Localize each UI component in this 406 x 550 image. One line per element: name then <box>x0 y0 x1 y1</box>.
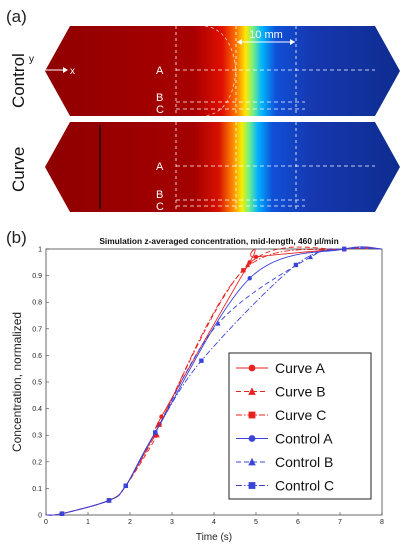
data-point <box>247 260 252 265</box>
panel-b-label: (b) <box>6 228 27 247</box>
legend-marker <box>248 364 256 372</box>
data-point <box>215 320 221 326</box>
section-markers <box>175 26 297 212</box>
y-axis: 0 0.1 0.2 0.3 0.4 0.5 0.6 0.7 0.8 0.9 1 <box>32 247 49 520</box>
curve-line-a: A <box>156 161 164 173</box>
y-tick-label: 0.3 <box>32 433 42 440</box>
data-point <box>106 498 112 503</box>
legend-marker <box>248 435 256 442</box>
y-tick-label: 0.5 <box>32 380 42 387</box>
legend-item: Curve C <box>236 407 326 423</box>
y-tick-label: 0.7 <box>32 326 42 333</box>
legend-marker <box>248 482 256 489</box>
series-layer <box>45 246 383 516</box>
series-line <box>45 247 383 516</box>
curve-channel <box>45 122 400 212</box>
legend-marker <box>248 457 256 466</box>
line-markers <box>176 69 375 207</box>
legend-marker <box>248 411 256 419</box>
y-tick-label: 0.1 <box>32 486 42 493</box>
curve-line-c: C <box>156 201 164 213</box>
legend-item: Control B <box>236 454 333 470</box>
legend-label: Control A <box>275 431 333 447</box>
panel-a-label: (a) <box>6 7 27 26</box>
chart-title: Simulation z-averaged concentration, mid… <box>99 236 338 246</box>
x-axis: 0 1 2 3 4 5 6 7 8 <box>44 512 384 526</box>
legend-item: Curve A <box>236 360 325 376</box>
y-tick-label: 0.8 <box>32 300 42 307</box>
x-axis-label: Time (s) <box>196 532 232 543</box>
x-tick-label: 3 <box>170 519 174 526</box>
legend-label: Curve B <box>275 384 326 400</box>
y-tick-label: 0.4 <box>32 406 42 413</box>
y-tick-label: 0.6 <box>32 353 42 360</box>
legend-label: Curve A <box>275 360 325 376</box>
y-tick-label: 0.9 <box>32 273 42 280</box>
legend: Curve A Curve B Curve C Control A Control B C… <box>228 352 372 500</box>
series-control-c <box>45 246 383 516</box>
channel-simulation-panel: (a) 10 mm y x <box>6 7 400 213</box>
legend-item: Curve B <box>236 384 326 400</box>
control-row-label: Control <box>9 53 28 108</box>
x-tick-label: 7 <box>338 519 342 526</box>
concentration-chart: (b) Simulation z-averaged concentration,… <box>6 228 384 543</box>
data-point <box>342 246 347 252</box>
y-tick-label: 0 <box>38 513 42 520</box>
data-point <box>153 430 158 435</box>
data-point <box>308 254 314 260</box>
y-axis-label: Concentration, normalized <box>10 312 24 452</box>
curve-row-label: Curve <box>9 147 28 192</box>
legend-marker <box>248 387 256 395</box>
control-line-b: B <box>156 92 163 104</box>
y-tick-label: 1 <box>38 247 42 254</box>
data-point <box>253 254 259 260</box>
curve-line-b: B <box>156 189 163 201</box>
x-tick-label: 6 <box>296 519 300 526</box>
x-tick-label: 8 <box>380 519 384 526</box>
scale-bar: 10 mm <box>237 29 295 45</box>
legend-item: Control C <box>236 478 334 494</box>
x-tick-label: 5 <box>254 519 258 526</box>
axis-y-label: y <box>29 54 34 65</box>
legend-box <box>228 352 372 500</box>
axis-x-label: x <box>70 66 75 77</box>
x-tick-label: 2 <box>128 519 132 526</box>
data-point <box>247 276 252 281</box>
legend-label: Control B <box>275 454 333 470</box>
data-point <box>293 262 299 268</box>
x-tick-label: 4 <box>212 519 216 526</box>
data-point <box>59 511 65 516</box>
data-point <box>153 433 158 438</box>
data-point <box>245 262 251 268</box>
x-tick-label: 1 <box>86 519 90 526</box>
axis-indicator: y x <box>29 46 75 77</box>
legend-label: Curve C <box>275 407 326 423</box>
row-labels: A B C A B C <box>156 65 164 213</box>
control-line-a: A <box>156 65 164 77</box>
data-point <box>123 483 128 488</box>
y-tick-label: 0.2 <box>32 459 42 466</box>
data-point <box>199 358 204 363</box>
legend-item: Control A <box>236 431 333 447</box>
x-tick-label: 0 <box>44 519 48 526</box>
control-channel <box>45 25 400 117</box>
legend-label: Control C <box>275 478 334 494</box>
data-point <box>241 268 246 273</box>
control-line-c: C <box>156 104 164 116</box>
scale-label: 10 mm <box>249 29 283 41</box>
